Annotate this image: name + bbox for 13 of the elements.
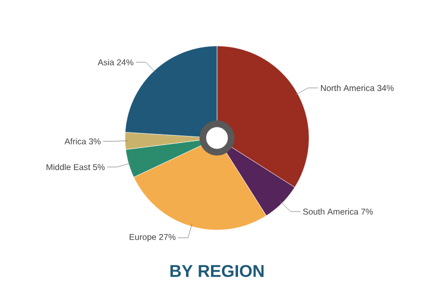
data-label: 24% (117, 59, 134, 66)
data-label: 27% (159, 234, 176, 240)
slice-label: Asia (98, 59, 114, 66)
slice-label: Europe (130, 234, 156, 242)
data-label: 3% (88, 138, 101, 144)
data-label: 5% (93, 164, 105, 170)
slice-label: South America (303, 208, 358, 215)
slice-label: North America (321, 84, 375, 92)
text: BY REGION (170, 264, 264, 278)
data-label: 7% (361, 208, 373, 215)
slice-label: Africa (64, 138, 86, 144)
slice-label: Middle East (46, 164, 90, 170)
data-label: 34% (377, 85, 394, 92)
